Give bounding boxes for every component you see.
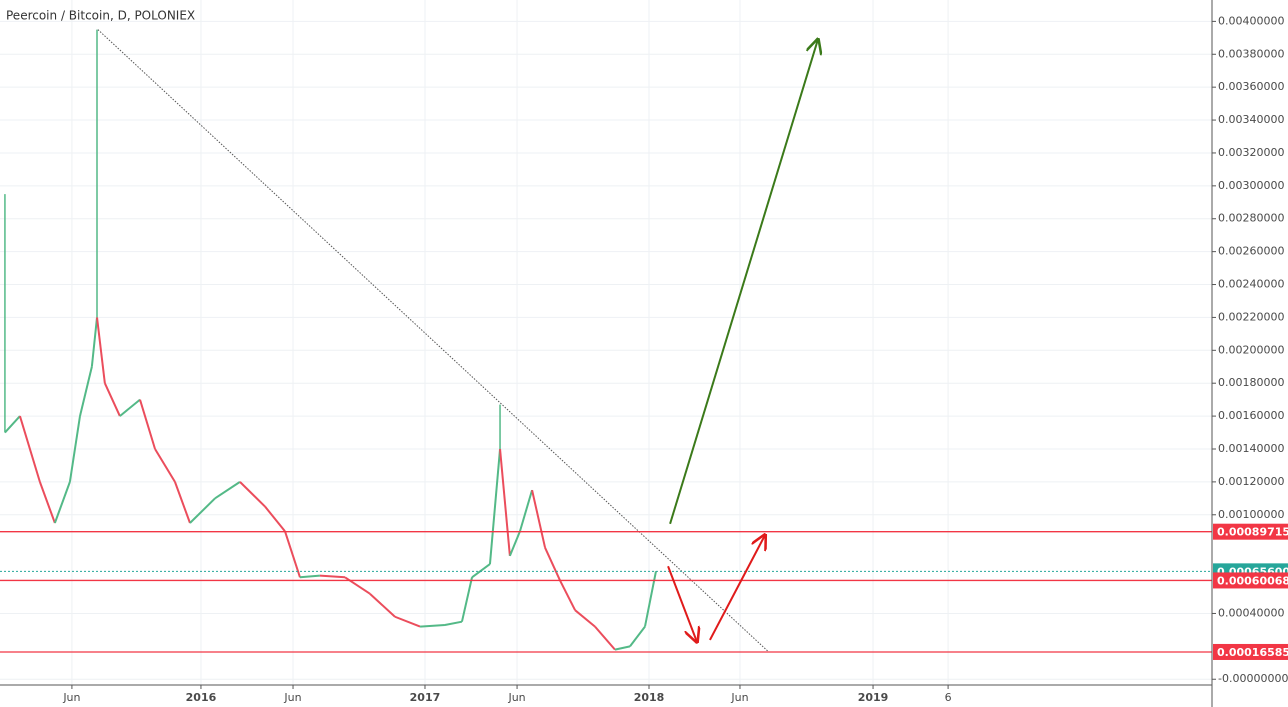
price-segment xyxy=(419,623,445,628)
x-tick-label: 2018 xyxy=(634,691,665,704)
price-segment xyxy=(574,609,596,628)
price-segment xyxy=(174,481,191,524)
arrow xyxy=(667,565,697,642)
x-tick-label: 2019 xyxy=(858,691,889,704)
y-tick-label: 0.00140000 xyxy=(1218,442,1284,455)
price-segment xyxy=(471,563,491,579)
y-tick-label: 0.00240000 xyxy=(1218,278,1284,291)
y-tick-label: 0.00340000 xyxy=(1218,113,1284,126)
y-tick-label: 0.00380000 xyxy=(1218,47,1284,60)
chart-title: Peercoin / Bitcoin, D, POLONIEX xyxy=(6,9,195,23)
y-tick-label: 0.00280000 xyxy=(1218,212,1284,225)
price-segment xyxy=(444,620,463,626)
price-segment xyxy=(519,489,534,532)
y-tick-label: 0.00300000 xyxy=(1218,179,1284,192)
price-segment xyxy=(559,580,576,611)
price-segment xyxy=(96,317,106,384)
arrow xyxy=(709,535,765,641)
price-segment xyxy=(139,399,156,450)
level-badge xyxy=(1213,572,1288,589)
y-tick-label: 0.00400000 xyxy=(1218,14,1284,27)
arrow xyxy=(669,39,818,525)
price-segment xyxy=(394,615,421,628)
x-tick-label: Jun xyxy=(507,691,525,704)
y-tick-label: 0.00200000 xyxy=(1218,343,1284,356)
y-tick-label: 0.00040000 xyxy=(1218,606,1284,619)
x-tick-label: Jun xyxy=(730,691,748,704)
price-segment xyxy=(119,398,141,417)
price-segment xyxy=(38,481,56,524)
y-tick-label: 0.00120000 xyxy=(1218,475,1284,488)
price-segment xyxy=(499,448,511,556)
level-badge xyxy=(1213,523,1288,540)
price-segment xyxy=(103,382,121,417)
x-tick-label: 2017 xyxy=(410,691,441,704)
x-tick-label: 2016 xyxy=(186,691,217,704)
price-segment xyxy=(508,530,521,557)
trend-line xyxy=(97,29,769,652)
price-segment xyxy=(299,574,320,579)
price-segment xyxy=(4,415,21,434)
price-segment xyxy=(264,505,286,532)
level-label: 0.00016585 xyxy=(1217,646,1288,659)
price-segment xyxy=(214,481,241,500)
price-segment xyxy=(614,645,631,651)
price-segment xyxy=(344,576,371,595)
price-segment xyxy=(79,366,93,417)
y-tick-label: 0.00160000 xyxy=(1218,409,1284,422)
price-segment xyxy=(239,481,266,508)
y-tick-label: 0.00220000 xyxy=(1218,310,1284,323)
price-segment xyxy=(284,530,301,578)
price-segment xyxy=(488,448,502,565)
price-segment xyxy=(531,489,547,548)
y-tick-label: 0.00360000 xyxy=(1218,80,1284,93)
level-label: 0.00089715 xyxy=(1217,526,1288,539)
y-tick-label: 0.00260000 xyxy=(1218,245,1284,258)
y-tick-label: -0.00000000 xyxy=(1218,672,1288,685)
price-segment xyxy=(154,448,176,483)
y-tick-label: 0.00180000 xyxy=(1218,376,1284,389)
price-segment xyxy=(594,625,616,651)
level-badge xyxy=(1213,643,1288,660)
y-tick-label: 0.00320000 xyxy=(1218,146,1284,159)
price-segment xyxy=(90,317,98,367)
price-segment xyxy=(629,626,646,647)
y-tick-label: 0.00100000 xyxy=(1218,508,1284,521)
price-segment xyxy=(68,415,81,483)
price-segment xyxy=(319,574,346,579)
x-tick-label: 6 xyxy=(945,691,952,704)
price-segment xyxy=(369,592,396,618)
x-tick-label: Jun xyxy=(62,691,80,704)
price-segment xyxy=(544,547,561,581)
price-segment xyxy=(189,497,216,524)
level-label: 0.00060068 xyxy=(1217,574,1288,587)
price-segment xyxy=(53,481,71,524)
price-segment xyxy=(644,571,657,627)
price-segment xyxy=(460,577,474,622)
x-tick-label: Jun xyxy=(283,691,301,704)
price-segment xyxy=(18,415,41,483)
